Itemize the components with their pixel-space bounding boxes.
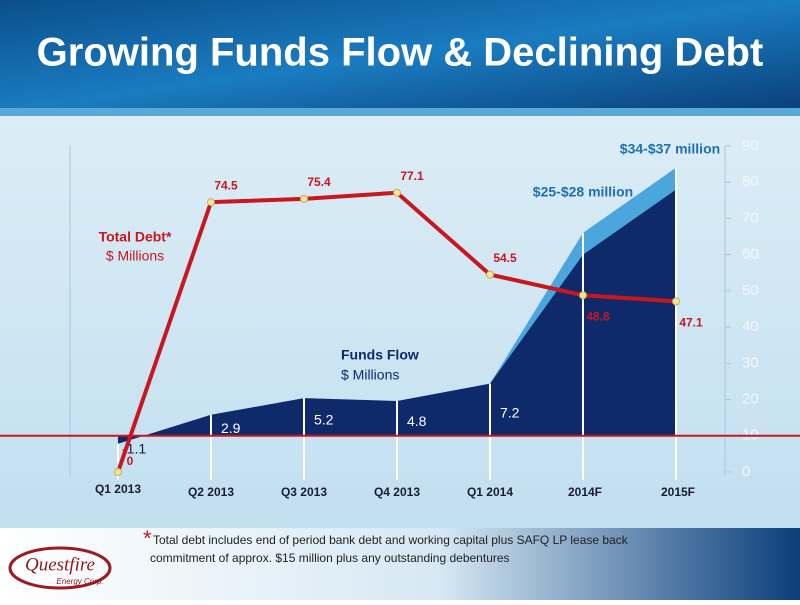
x-tick-label: 2014F: [568, 485, 602, 499]
debt-point: [300, 194, 308, 203]
header-band: [0, 0, 800, 112]
debt-legend-unit: $ Millions: [106, 248, 164, 264]
x-tick-label: Q1 2013: [95, 482, 141, 496]
footnote: Total debt includes end of period bank d…: [153, 533, 629, 547]
debt-legend: Total Debt*: [99, 229, 172, 245]
debt-point: [114, 468, 122, 476]
y-tick-label: 40: [742, 318, 759, 335]
logo-sub: Energy Corp.: [56, 577, 103, 586]
debt-point: [486, 270, 494, 279]
debt-point: [672, 297, 680, 306]
debt-label: 74.5: [214, 178, 238, 192]
header-stripe: [0, 108, 800, 116]
x-tick-label: Q4 2013: [374, 485, 420, 499]
debt-label: 47.1: [679, 316, 703, 330]
footer-band: [0, 528, 800, 600]
funds-flow-area: [118, 189, 676, 444]
debt-point: [393, 188, 401, 197]
funds-flow-range: [490, 167, 676, 384]
debt-label: 75.4: [307, 175, 331, 189]
debt-label: 48.8: [586, 309, 610, 323]
funds-flow-label: 5.2: [314, 412, 334, 428]
debt-point: [579, 291, 587, 300]
y-tick-label: 90: [742, 137, 759, 154]
funds-flow-label: 2.9: [221, 420, 241, 436]
debt-label: 0: [127, 454, 134, 468]
y-tick-label: 0: [742, 463, 750, 480]
forecast-label: $25-$28 million: [533, 184, 633, 200]
x-tick-label: Q3 2013: [281, 485, 327, 499]
logo-name: Questfire: [25, 554, 95, 575]
y-tick-label: 20: [742, 391, 759, 408]
funds-flow-label: 7.2: [500, 404, 520, 420]
x-tick-label: Q2 2013: [188, 485, 234, 499]
y-tick-label: 30: [742, 354, 759, 371]
logo-swoosh: [8, 546, 112, 590]
slide-title: Growing Funds Flow & Declining Debt: [37, 31, 764, 75]
debt-label: 54.5: [493, 251, 517, 265]
debt-label: 77.1: [400, 169, 424, 183]
y-tick-label: 80: [742, 173, 759, 190]
funds-legend: Funds Flow: [341, 347, 419, 363]
footnote: commitment of approx. $15 million plus a…: [150, 551, 510, 565]
forecast-label: $34-$37 million: [620, 140, 720, 156]
funds-flow-label: 4.8: [407, 413, 427, 429]
y-tick-label: 70: [742, 209, 759, 226]
funds-legend-unit: $ Millions: [341, 367, 399, 383]
debt-point: [207, 198, 215, 207]
footnote-mark: *: [143, 526, 152, 551]
x-tick-label: Q1 2014: [467, 485, 513, 499]
y-tick-label: 60: [742, 246, 759, 263]
x-tick-label: 2015F: [661, 485, 695, 499]
y-tick-label: 50: [742, 282, 759, 299]
